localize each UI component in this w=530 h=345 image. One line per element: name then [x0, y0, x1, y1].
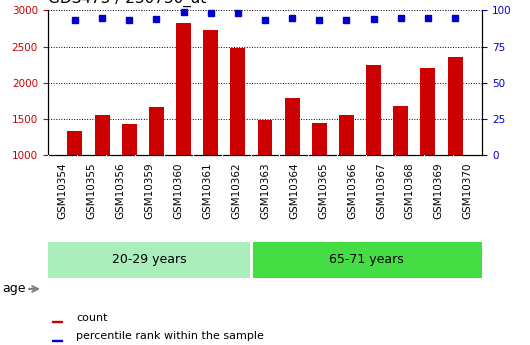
Bar — [203, 30, 218, 228]
Text: GSM10368: GSM10368 — [405, 162, 415, 219]
Bar — [149, 107, 164, 228]
Bar — [339, 115, 354, 228]
Bar — [67, 131, 82, 228]
Bar — [251, 241, 482, 278]
Text: GSM10364: GSM10364 — [289, 162, 299, 219]
Bar — [393, 106, 408, 228]
Text: age: age — [2, 283, 26, 295]
Text: GSM10370: GSM10370 — [463, 162, 473, 219]
Bar — [285, 98, 299, 228]
Text: GDS473 / 230730_at: GDS473 / 230730_at — [48, 0, 206, 8]
Text: GSM10361: GSM10361 — [202, 162, 212, 219]
Text: percentile rank within the sample: percentile rank within the sample — [76, 331, 264, 341]
Bar — [52, 321, 62, 322]
Text: GSM10363: GSM10363 — [260, 162, 270, 219]
Text: GSM10360: GSM10360 — [173, 162, 183, 219]
Bar — [122, 124, 137, 228]
Bar — [95, 115, 110, 228]
Bar — [48, 241, 251, 278]
Text: GSM10356: GSM10356 — [115, 162, 125, 219]
Text: GSM10366: GSM10366 — [347, 162, 357, 219]
Text: GSM10369: GSM10369 — [434, 162, 444, 219]
Bar — [448, 57, 463, 228]
Bar — [312, 122, 327, 228]
Bar — [366, 66, 381, 228]
Bar — [420, 68, 435, 228]
Bar — [258, 120, 272, 228]
Text: GSM10359: GSM10359 — [144, 162, 154, 219]
Text: 65-71 years: 65-71 years — [329, 253, 404, 266]
Bar — [176, 23, 191, 228]
Text: count: count — [76, 313, 108, 323]
Text: GSM10355: GSM10355 — [86, 162, 96, 219]
Text: GSM10365: GSM10365 — [318, 162, 328, 219]
Text: GSM10354: GSM10354 — [57, 162, 67, 219]
Text: 20-29 years: 20-29 years — [112, 253, 187, 266]
Text: GSM10367: GSM10367 — [376, 162, 386, 219]
Bar — [231, 48, 245, 228]
Bar — [52, 339, 62, 341]
Text: GSM10362: GSM10362 — [231, 162, 241, 219]
